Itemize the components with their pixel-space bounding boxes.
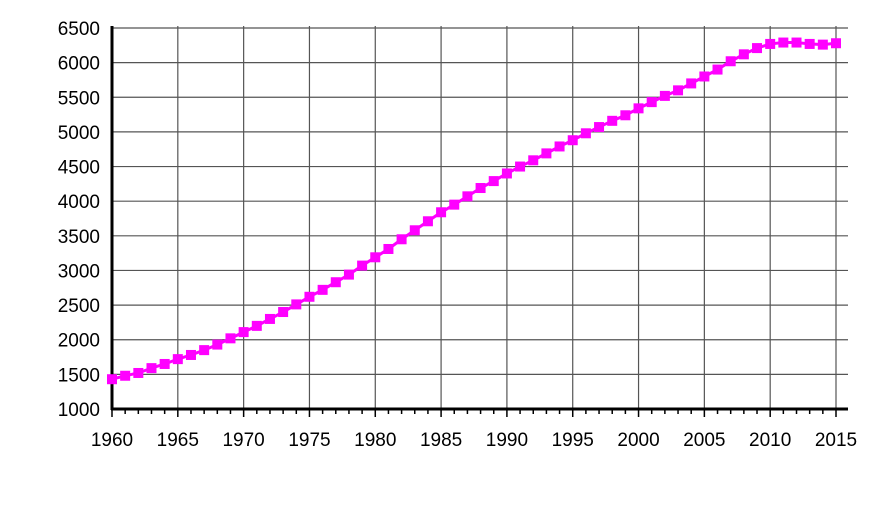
- data-point-marker: [528, 155, 539, 166]
- data-point-marker: [225, 333, 236, 344]
- y-tick-label: 5500: [58, 88, 100, 109]
- y-tick-labels: 1000 1500 2000 2500 3000 3500 4000 4500 5000 5500…: [58, 19, 100, 421]
- data-point-marker: [120, 370, 131, 381]
- y-tick-label: 4500: [58, 158, 100, 179]
- data-point-marker: [159, 358, 170, 369]
- x-tick-label: 2015: [815, 430, 857, 451]
- data-point-marker: [607, 115, 618, 126]
- x-tick-label: 2000: [617, 430, 659, 451]
- data-point-marker: [541, 148, 552, 159]
- data-point-marker: [383, 243, 394, 254]
- x-tick-label: 1985: [420, 430, 462, 451]
- data-point-marker: [251, 320, 262, 331]
- data-point-marker: [409, 225, 420, 236]
- data-point-marker: [673, 85, 684, 96]
- x-tick-label: 1990: [486, 430, 528, 451]
- data-point-marker: [712, 64, 723, 75]
- data-point-marker: [699, 71, 710, 82]
- x-tick-label: 1995: [552, 430, 594, 451]
- x-tick-label: 1980: [354, 430, 396, 451]
- data-point-marker: [738, 49, 749, 60]
- data-point-marker: [515, 161, 526, 172]
- data-point-marker: [172, 354, 183, 365]
- data-point-marker: [264, 313, 275, 324]
- data-point-marker: [212, 339, 223, 350]
- data-point-marker: [422, 216, 433, 227]
- data-point-marker: [370, 252, 381, 263]
- data-point-marker: [817, 39, 828, 50]
- data-point-marker: [567, 135, 578, 146]
- data-point-marker: [291, 299, 302, 310]
- y-tick-label: 4000: [58, 192, 100, 213]
- y-tick-label: 2000: [58, 331, 100, 352]
- data-point-marker: [488, 176, 499, 187]
- data-point-marker: [686, 78, 697, 89]
- data-point-marker: [343, 269, 354, 280]
- data-point-marker: [725, 56, 736, 67]
- data-point-marker: [449, 199, 460, 210]
- y-tick-label: 6000: [58, 54, 100, 75]
- data-point-marker: [185, 349, 196, 360]
- x-tick-label: 1975: [288, 430, 330, 451]
- x-tick-label: 2005: [683, 430, 725, 451]
- data-point-marker: [620, 110, 631, 121]
- data-point-marker: [778, 37, 789, 48]
- y-tick-label: 5000: [58, 123, 100, 144]
- data-point-marker: [646, 97, 657, 108]
- data-point-marker: [475, 183, 486, 194]
- x-tick-label: 1960: [91, 430, 133, 451]
- data-point-marker: [501, 168, 512, 179]
- y-tick-label: 1500: [58, 365, 100, 386]
- data-point-marker: [357, 260, 368, 271]
- data-point-marker: [107, 374, 117, 385]
- y-tick-label: 2500: [58, 296, 100, 317]
- x-tick-label: 1970: [222, 430, 264, 451]
- data-point-marker: [791, 37, 802, 48]
- data-point-marker: [659, 90, 670, 101]
- data-point-marker: [831, 38, 841, 49]
- data-point-marker: [752, 43, 763, 54]
- data-point-marker: [580, 128, 591, 139]
- data-point-marker: [594, 122, 605, 133]
- y-tick-label: 1000: [58, 400, 100, 421]
- data-point-marker: [804, 38, 815, 49]
- data-point-marker: [317, 284, 328, 295]
- data-point-marker: [436, 207, 447, 218]
- data-point-marker: [133, 367, 144, 378]
- grid-lines: [112, 26, 848, 409]
- data-point-marker: [396, 234, 407, 245]
- axes: [110, 26, 848, 417]
- x-tick-labels: 1960 1965 1970 1975 1980 1985 1990 1995 2000 2005…: [91, 430, 857, 451]
- data-point-marker: [765, 38, 776, 49]
- data-point-marker: [633, 103, 644, 114]
- data-point-marker: [146, 363, 157, 374]
- y-tick-label: 6500: [58, 19, 100, 40]
- y-tick-label: 3500: [58, 227, 100, 248]
- data-point-marker: [199, 345, 210, 356]
- data-point-marker: [330, 277, 341, 288]
- x-tick-label: 1965: [157, 430, 199, 451]
- data-point-marker: [278, 307, 289, 318]
- data-point-marker: [554, 141, 565, 152]
- data-point-marker: [238, 327, 249, 338]
- data-point-marker: [462, 191, 473, 202]
- data-point-marker: [304, 291, 315, 302]
- x-tick-label: 2010: [749, 430, 791, 451]
- y-tick-label: 3000: [58, 261, 100, 282]
- series-line: [111, 41, 837, 381]
- data-series: [107, 37, 841, 385]
